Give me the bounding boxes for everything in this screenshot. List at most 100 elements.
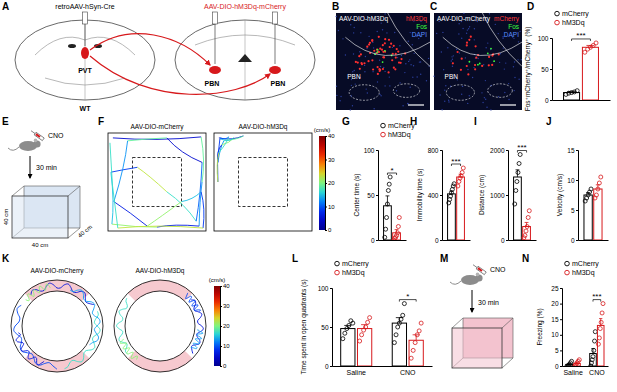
data-point [601, 302, 605, 306]
data-point [402, 302, 406, 306]
circle [467, 73, 469, 75]
circle [367, 92, 368, 93]
channel-label: DAPI [412, 31, 427, 38]
y-tick: 15 [567, 147, 578, 154]
panel-label: D [527, 1, 534, 12]
y-tick: 5 [555, 347, 562, 354]
bar [514, 177, 522, 240]
circle [461, 94, 462, 95]
circle [364, 71, 365, 72]
circle [383, 67, 384, 68]
data-point [452, 182, 456, 186]
data-point [597, 336, 601, 340]
circle [379, 94, 380, 95]
data-point [384, 227, 388, 231]
circle [372, 68, 374, 70]
rect [273, 12, 278, 24]
shape [450, 281, 461, 284]
y-tick-mark [560, 304, 562, 305]
data-point [396, 325, 400, 329]
y-axis-title: Fos⁺mCherry⁺/mCherry⁺ (%) [524, 27, 532, 112]
line [85, 20, 86, 100]
significance: * [406, 292, 409, 301]
y-tick-mark [576, 180, 578, 181]
bar-chart: 0510152025SalineCNO*** [551, 285, 608, 376]
circle [383, 56, 385, 58]
data-point [415, 333, 419, 337]
circle [514, 61, 515, 62]
trajectory [217, 139, 220, 182]
y-tick-label: 0 [545, 97, 549, 104]
data-point [392, 341, 396, 345]
data-point [591, 355, 595, 359]
circle [490, 48, 492, 50]
circle [376, 51, 378, 53]
projection-arrow [90, 34, 210, 65]
bar-chart: 050100SalineCNO* [318, 285, 433, 376]
rect [34, 132, 44, 140]
circle [521, 59, 522, 60]
data-point [515, 180, 519, 184]
time-label: 30 min [36, 164, 57, 171]
circle [444, 89, 445, 90]
significance: *** [517, 143, 526, 152]
colorbar-tick-label: 0 [223, 363, 227, 369]
trajectory [26, 284, 51, 301]
shape [388, 13, 430, 66]
y-tick-label: 5 [555, 347, 559, 354]
y-tick-label: 0 [555, 363, 559, 370]
circle [384, 50, 386, 52]
y-tick-label: 10 [551, 331, 559, 338]
y-tick: 0 [501, 237, 508, 244]
error-bar [516, 170, 520, 177]
legend-entry: hM3Dq [572, 269, 595, 277]
x-tick: CNO [589, 366, 605, 376]
circle [491, 64, 493, 66]
legend-entry: hM3Dq [388, 131, 411, 139]
circle [474, 39, 475, 40]
y-tick-mark [560, 335, 562, 336]
ellipse [15, 20, 155, 100]
circle [405, 63, 406, 64]
trajectory [70, 290, 100, 345]
circle [467, 29, 468, 30]
circle [408, 61, 409, 62]
circle [420, 61, 421, 62]
x-tick-label: CNO [400, 369, 416, 376]
y-tick-mark [550, 38, 552, 39]
legend: mCherryhM3Dq [335, 260, 370, 277]
circle [339, 100, 340, 101]
circle [451, 60, 452, 61]
circle [355, 83, 356, 84]
channel-label: hM3Dq [406, 15, 427, 23]
data-point [592, 348, 596, 352]
rect [477, 267, 482, 272]
circle [485, 47, 486, 48]
y-tick-mark [560, 288, 562, 289]
trajectory [167, 138, 202, 163]
y-tick-label: 100 [538, 35, 549, 42]
scale-bar [408, 104, 424, 105]
circle [382, 44, 384, 46]
y-tick-label: 15 [567, 147, 575, 154]
panel-label: J [546, 116, 552, 127]
circle [366, 88, 367, 89]
circle [518, 78, 519, 79]
x-axis-line [509, 240, 537, 241]
trajectory [111, 167, 137, 172]
circle [474, 28, 475, 29]
y-tick-label: 50 [541, 66, 549, 73]
colorbar-tick-mark [325, 160, 327, 161]
marks [447, 166, 466, 240]
micrograph [336, 13, 430, 111]
legend-marker [565, 270, 570, 275]
trajectory [114, 141, 128, 202]
rect [336, 13, 430, 110]
circle [443, 69, 444, 70]
panel-label: F [98, 116, 104, 127]
data-point [417, 329, 421, 333]
colorbar-tick-label: 30 [328, 157, 335, 163]
ellipse [209, 66, 221, 74]
data-point [456, 184, 460, 188]
data-point [600, 311, 604, 315]
